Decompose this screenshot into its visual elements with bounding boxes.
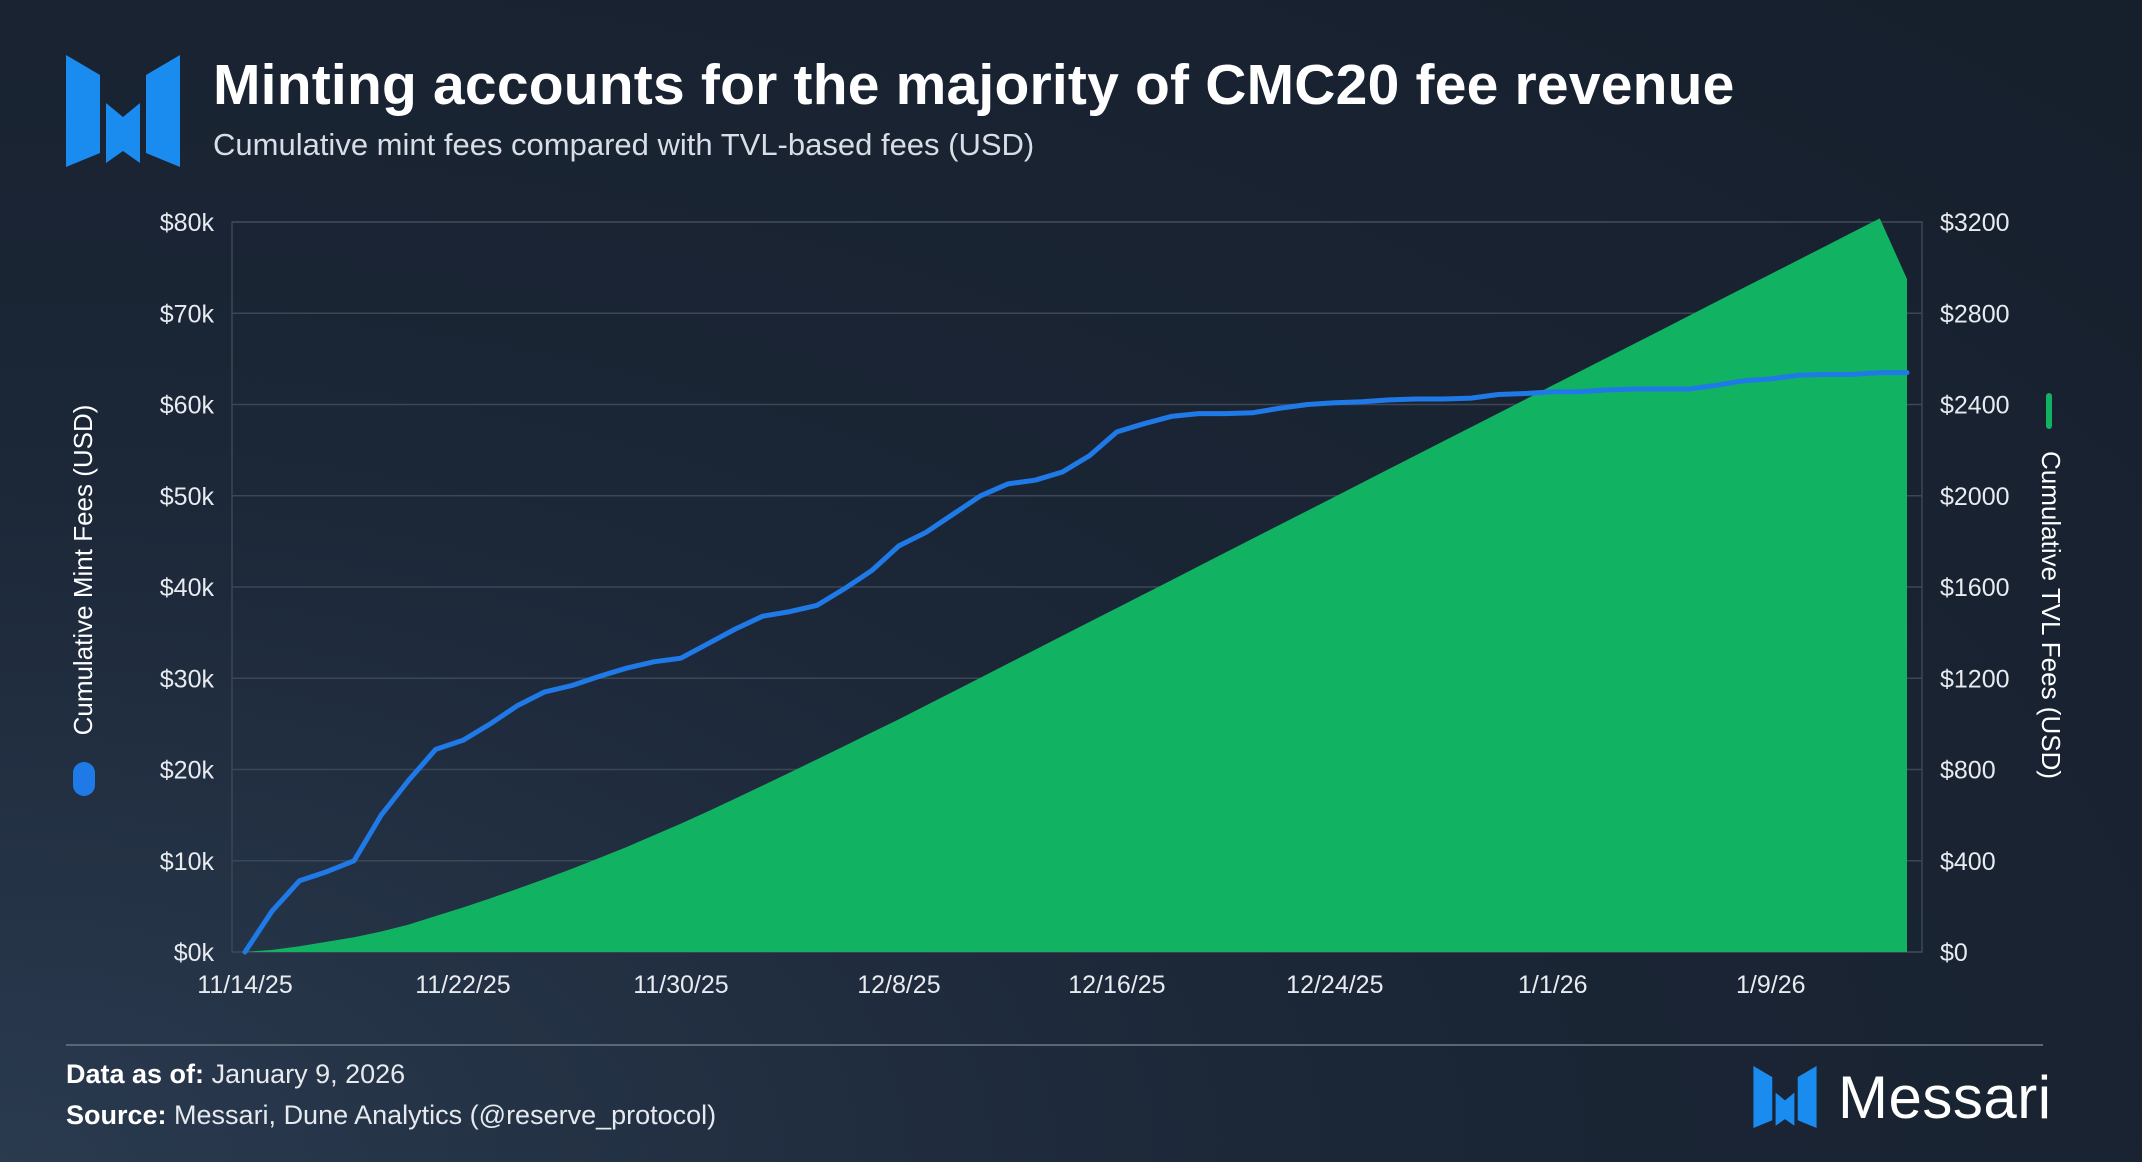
tvl-fees-area: [245, 218, 1907, 952]
x-tick-label: 12/16/25: [1068, 971, 1165, 999]
mint-legend-marker: [73, 762, 95, 796]
y-right-tick-label: $3200: [1940, 209, 2010, 237]
source-line: Source: Messari, Dune Analytics (@reserv…: [66, 1100, 716, 1131]
y-right-tick-label: $1600: [1940, 574, 2010, 602]
y-right-tick-label: $0: [1940, 939, 1968, 967]
source-value: Messari, Dune Analytics (@reserve_protoc…: [174, 1100, 717, 1130]
y-left-tick-label: $50k: [160, 483, 215, 511]
y-left-axis-title: Cumulative Mint Fees (USD): [68, 405, 98, 736]
data-as-of-value: January 9, 2026: [211, 1059, 406, 1089]
y-left-tick-label: $30k: [160, 665, 215, 693]
y-left-tick-label: $0k: [174, 939, 215, 967]
brand-name: Messari: [1838, 1063, 2052, 1131]
y-left-tick-label: $10k: [160, 848, 215, 876]
y-right-tick-label: $800: [1940, 757, 1996, 785]
x-tick-label: 11/22/25: [415, 971, 510, 999]
y-right-tick-label: $2400: [1940, 392, 2010, 420]
y-left-tick-label: $70k: [160, 300, 215, 328]
chart-canvas: $0k $10k $20k $30k $40k $50k $60k $70k $80k $0 $40…: [68, 209, 2066, 999]
x-tick-label: 12/8/25: [857, 971, 940, 999]
source-label: Source:: [66, 1100, 167, 1130]
data-as-of-label: Data as of:: [66, 1059, 205, 1089]
x-tick-label: 11/30/25: [633, 971, 728, 999]
mint-fees-line: [242, 370, 1910, 955]
y-right-tick-label: $2000: [1940, 483, 2010, 511]
chart-subtitle: Cumulative mint fees compared with TVL-b…: [213, 127, 1035, 162]
x-tick-label: 1/1/26: [1518, 971, 1588, 999]
y-right-tick-label: $1200: [1940, 665, 2010, 693]
y-left-tick-label: $20k: [160, 757, 215, 785]
brand-logo: Messari: [1752, 1063, 2052, 1131]
x-tick-label: 11/14/25: [197, 971, 292, 999]
y-left-tick-label: $80k: [160, 209, 215, 237]
y-left-tick-label: $40k: [160, 574, 215, 602]
data-as-of: Data as of: January 9, 2026: [66, 1059, 405, 1090]
x-tick-label: 12/24/25: [1286, 971, 1383, 999]
tvl-legend-marker: [2046, 393, 2052, 429]
footer-divider: [66, 1044, 2043, 1046]
y-right-axis-title: Cumulative TVL Fees (USD): [2036, 451, 2066, 779]
x-tick-label: 1/9/26: [1736, 971, 1806, 999]
y-right-tick-label: $2800: [1940, 300, 2010, 328]
chart-title: Minting accounts for the majority of CMC…: [213, 53, 1735, 117]
messari-brand-icon: [1753, 1066, 1817, 1128]
y-left-tick-label: $60k: [160, 392, 215, 420]
y-right-tick-label: $400: [1940, 848, 1996, 876]
messari-logo-icon: [66, 55, 180, 167]
